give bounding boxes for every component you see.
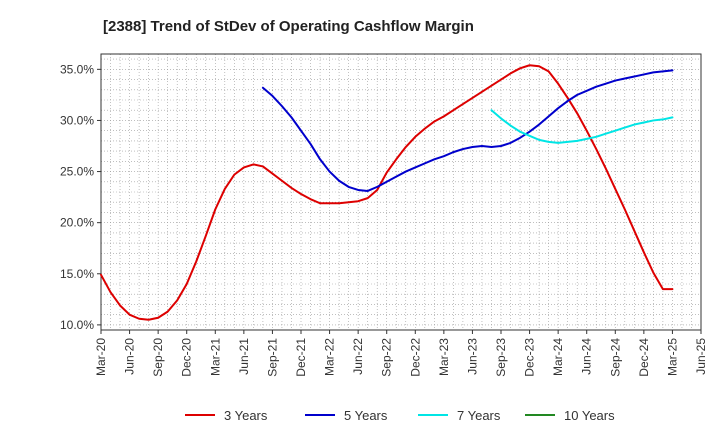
series-line-7-years bbox=[490, 109, 674, 144]
x-tick-label: Sep-22 bbox=[380, 338, 394, 377]
x-tick-label: Jun-20 bbox=[123, 338, 137, 375]
x-tick-label: Sep-21 bbox=[265, 338, 279, 377]
series-layer bbox=[100, 64, 674, 321]
x-tick-label: Dec-21 bbox=[294, 338, 308, 377]
x-tick-label: Jun-25 bbox=[694, 338, 708, 375]
x-tick-label: Dec-23 bbox=[523, 338, 537, 377]
x-tick-label: Mar-24 bbox=[551, 338, 565, 376]
x-tick-label: Mar-22 bbox=[323, 338, 337, 376]
series-line-5-years bbox=[261, 69, 674, 192]
x-tick-label: Mar-21 bbox=[208, 338, 222, 376]
x-tick-label: Mar-25 bbox=[665, 338, 679, 376]
x-tick-label: Mar-23 bbox=[437, 338, 451, 376]
legend-label-7-years: 7 Years bbox=[457, 408, 501, 423]
y-tick-label: 20.0% bbox=[60, 216, 94, 230]
y-tick-label: 30.0% bbox=[60, 113, 94, 127]
grid-layer bbox=[100, 54, 702, 330]
axis-layer: 10.0% 15.0% 20.0% 25.0% 30.0% 35.0% Mar-20 Jun-… bbox=[60, 53, 708, 377]
legend-label-3-years: 3 Years bbox=[224, 408, 268, 423]
y-tick-label: 10.0% bbox=[60, 318, 94, 332]
x-tick-label: Dec-24 bbox=[637, 338, 651, 377]
legend-label-5-years: 5 Years bbox=[344, 408, 388, 423]
y-tick-label: 35.0% bbox=[60, 62, 94, 76]
x-tick-label: Jun-23 bbox=[465, 338, 479, 375]
x-tick-label: Jun-21 bbox=[237, 338, 251, 375]
x-tick-label: Dec-20 bbox=[180, 338, 194, 377]
x-tick-label: Jun-24 bbox=[580, 338, 594, 375]
series-line-3-years bbox=[100, 64, 674, 321]
chart-title: [2388] Trend of StDev of Operating Cashf… bbox=[103, 18, 474, 35]
x-tick-label: Jun-22 bbox=[351, 338, 365, 375]
x-tick-label: Dec-22 bbox=[408, 338, 422, 377]
x-tick-label: Sep-23 bbox=[494, 338, 508, 377]
legend: 3 Years 5 Years 7 Years 10 Years bbox=[185, 408, 615, 423]
plot-border bbox=[100, 53, 702, 331]
y-tick-label: 25.0% bbox=[60, 165, 94, 179]
x-tick-label: Mar-20 bbox=[94, 338, 108, 376]
legend-label-10-years: 10 Years bbox=[564, 408, 615, 423]
x-tick-label: Sep-24 bbox=[608, 338, 622, 377]
x-tick-label: Sep-20 bbox=[151, 338, 165, 377]
y-tick-label: 15.0% bbox=[60, 267, 94, 281]
